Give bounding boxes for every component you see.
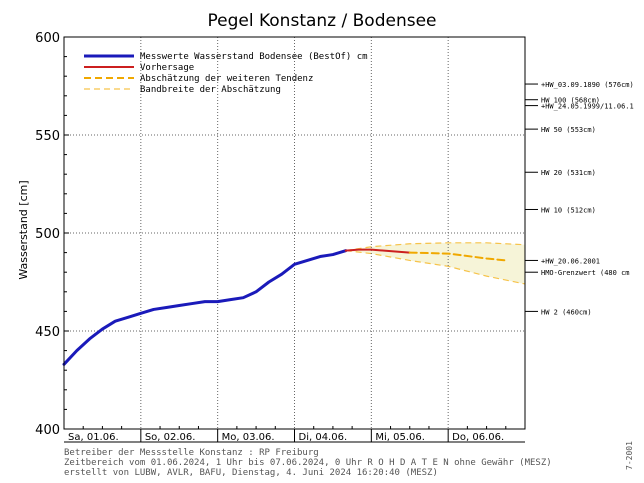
plot-border xyxy=(63,36,526,430)
ref-level-label: HW 10 (512cm) xyxy=(541,206,596,214)
x-tick-label: Mo, 03.06. xyxy=(222,432,275,443)
band-upper-line xyxy=(345,242,526,252)
x-tick-label: Sa, 01.06. xyxy=(68,432,119,443)
y-tick-label: 400 xyxy=(35,423,60,438)
x-tick-label: Mi, 05.06. xyxy=(375,432,425,443)
legend-label: Bandbreite der Abschätzung xyxy=(140,85,281,95)
footer-operator: Betreiber der Messstelle Konstanz : RP F… xyxy=(64,448,319,458)
x-tick-label: Do, 06.06. xyxy=(452,432,504,443)
y-tick-label: 600 xyxy=(35,31,60,46)
ref-level-label: HW 2 (460cm) xyxy=(541,308,592,316)
band-lower-line xyxy=(345,250,526,285)
plot-area: 400 450 500 550 600 Sa, 01.06. So, 02.06. Mo, 0… xyxy=(35,31,526,443)
series-line-tendency xyxy=(408,251,507,262)
series-lines xyxy=(62,248,507,366)
grid-lines xyxy=(64,37,525,429)
ref-level-label: HW 50 (553cm) xyxy=(541,126,596,134)
y-tick-label: 550 xyxy=(35,129,60,144)
reference-levels: +HW_03.09.1890 (576cm)HW 100 (568cm)+HW_… xyxy=(525,81,634,316)
ref-level-label: HMO-Grenzwert (480 cm xyxy=(541,269,630,277)
series-line-forecast xyxy=(344,248,411,254)
ref-level-label: +HW_24.05.1999/11.06.1 xyxy=(541,103,634,111)
series-line-measured xyxy=(62,249,348,366)
ref-level-label: HW 100 (568cm) xyxy=(541,97,600,105)
x-tick-label: So, 02.06. xyxy=(145,432,196,443)
confidence-band xyxy=(345,242,526,285)
axis-ticks: 400 450 500 550 600 Sa, 01.06. So, 02.06. Mo, 0… xyxy=(35,31,525,443)
ref-level-label: +HW_20.06.2001 xyxy=(541,257,600,265)
band-fill xyxy=(345,242,525,284)
chart-title: Pegel Konstanz / Bodensee xyxy=(208,11,437,31)
ref-level-label: HW 20 (531cm) xyxy=(541,169,596,177)
legend-label: Vorhersage xyxy=(140,63,194,73)
legend-label: Abschätzung der weiteren Tendenz xyxy=(140,74,313,84)
y-tick-label: 450 xyxy=(35,325,60,340)
x-tick-label: Di, 04.06. xyxy=(299,432,348,443)
footer-time-range: Zeitbereich vom 01.06.2024, 1 Uhr bis 07… xyxy=(64,458,552,468)
legend-label: Messwerte Wasserstand Bodensee (BestOf) … xyxy=(140,52,368,62)
footer: Betreiber der Messstelle Konstanz : RP F… xyxy=(64,441,634,478)
footer-created-by: erstellt von LUBW, AVLR, BAFU, Dienstag,… xyxy=(64,468,438,478)
legend: Messwerte Wasserstand Bodensee (BestOf) … xyxy=(84,52,368,95)
y-tick-label: 500 xyxy=(35,227,60,242)
y-axis-label: Wasserstand [cm] xyxy=(17,180,30,279)
ref-level-label: +HW_03.09.1890 (576cm) xyxy=(541,81,634,89)
footer-code: 7-2001 xyxy=(625,441,634,470)
